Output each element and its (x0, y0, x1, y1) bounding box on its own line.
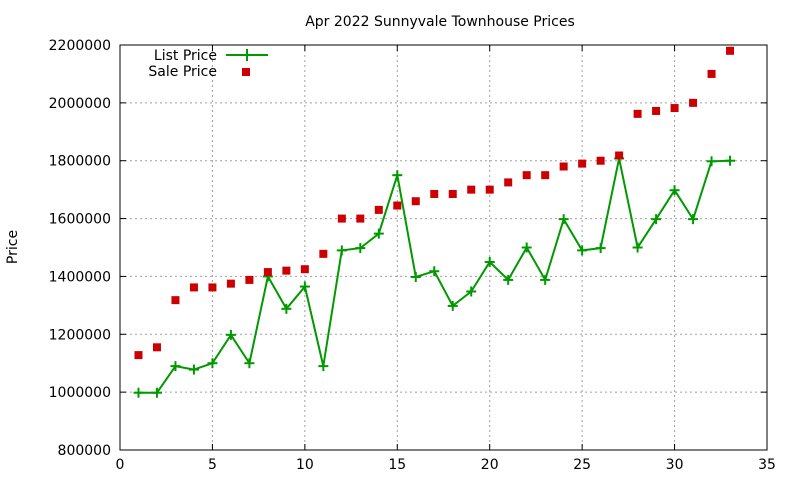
list-price-point (207, 358, 218, 369)
sale-price-point (226, 279, 235, 288)
sale-price-point (263, 268, 272, 277)
y-tick-label: 1800000 (49, 154, 111, 170)
list-price-point (318, 361, 329, 372)
sale-price-point (393, 201, 402, 210)
sale-price-point (559, 162, 568, 171)
list-price-point (558, 214, 569, 225)
list-price-point (706, 156, 717, 167)
list-price-point (669, 185, 680, 196)
sale-price-point (670, 104, 679, 113)
sale-price-point (596, 156, 605, 165)
plot-frame (119, 44, 768, 451)
sale-price-point (208, 283, 217, 292)
list-price-point (392, 170, 403, 181)
x-tick-label: 10 (296, 457, 314, 473)
y-tick-label: 1200000 (49, 327, 111, 343)
list-price-point (521, 242, 532, 253)
y-tick-label: 1000000 (49, 385, 111, 401)
list-price-point (170, 361, 181, 372)
list-price-point (540, 274, 551, 285)
axis-ticks: 800000 1000000 1200000 1400000 1600000 180000… (49, 38, 776, 473)
list-price-point (299, 281, 310, 292)
sale-price-point (448, 189, 457, 198)
list-price-point (225, 329, 236, 340)
y-tick-label: 2200000 (49, 38, 111, 54)
x-tick-label: 5 (208, 457, 217, 473)
list-price-point (577, 245, 588, 256)
list-price-point (484, 256, 495, 267)
list-price-point (188, 364, 199, 375)
list-price-point (151, 387, 162, 398)
sale-price-point (541, 171, 550, 180)
x-tick-label: 35 (758, 457, 776, 473)
sale-price-point (282, 266, 291, 275)
sale-price-point (337, 214, 346, 223)
sale-price-point (504, 178, 513, 187)
sale-price-point (689, 98, 698, 107)
sale-price-point (134, 351, 143, 360)
sale-price-point (245, 275, 254, 284)
legend-label-list-price: List Price (154, 48, 217, 64)
sale-price-point (189, 283, 198, 292)
x-tick-label: 0 (116, 457, 125, 473)
series-layer (133, 46, 736, 398)
sale-price-point (300, 265, 309, 274)
legend-swatch-list-price (226, 49, 268, 61)
x-tick-label: 25 (573, 457, 591, 473)
list-price-point (429, 266, 440, 277)
legend-swatch-sale-price (242, 68, 250, 76)
sale-price-point (467, 185, 476, 194)
sale-price-point (707, 69, 716, 78)
y-tick-label: 800000 (58, 443, 111, 459)
list-price-point (651, 214, 662, 225)
list-price-point (244, 358, 255, 369)
sale-price-point (374, 205, 383, 214)
legend: List Price Sale Price (148, 48, 268, 80)
sale-price-point (152, 343, 161, 352)
chart-title: Apr 2022 Sunnyvale Townhouse Prices (305, 14, 575, 30)
list-price-point (466, 286, 477, 297)
list-price-point (503, 274, 514, 285)
list-price-point (688, 214, 699, 225)
sale-price-point (726, 46, 735, 55)
list-price-point (355, 243, 366, 254)
sale-price-point (522, 171, 531, 180)
sale-price-point (485, 185, 494, 194)
y-tick-label: 2000000 (49, 96, 111, 112)
list-price-point (725, 155, 736, 166)
list-price-point (336, 245, 347, 256)
x-tick-label: 20 (481, 457, 499, 473)
sale-price-point (652, 106, 661, 115)
sale-price-point (356, 214, 365, 223)
y-axis-label: Price (5, 230, 21, 264)
list-price-point (373, 228, 384, 239)
list-price-point (410, 272, 421, 283)
legend-label-sale-price: Sale Price (148, 64, 217, 80)
list-price-point (281, 303, 292, 314)
list-price-point (632, 242, 643, 253)
y-tick-label: 1400000 (49, 269, 111, 285)
sale-price-point (411, 197, 420, 206)
list-price-point (595, 243, 606, 254)
sale-price-point (615, 151, 624, 160)
x-tick-label: 15 (388, 457, 406, 473)
list-price-point (133, 387, 144, 398)
list-price-point (447, 300, 458, 311)
grid (120, 45, 767, 450)
sale-price-point (430, 189, 439, 198)
sale-price-point (171, 296, 180, 305)
sale-price-point (578, 159, 587, 168)
sale-price-point (633, 109, 642, 118)
y-tick-label: 1600000 (49, 212, 111, 228)
sale-price-point (319, 249, 328, 258)
x-tick-label: 30 (666, 457, 684, 473)
